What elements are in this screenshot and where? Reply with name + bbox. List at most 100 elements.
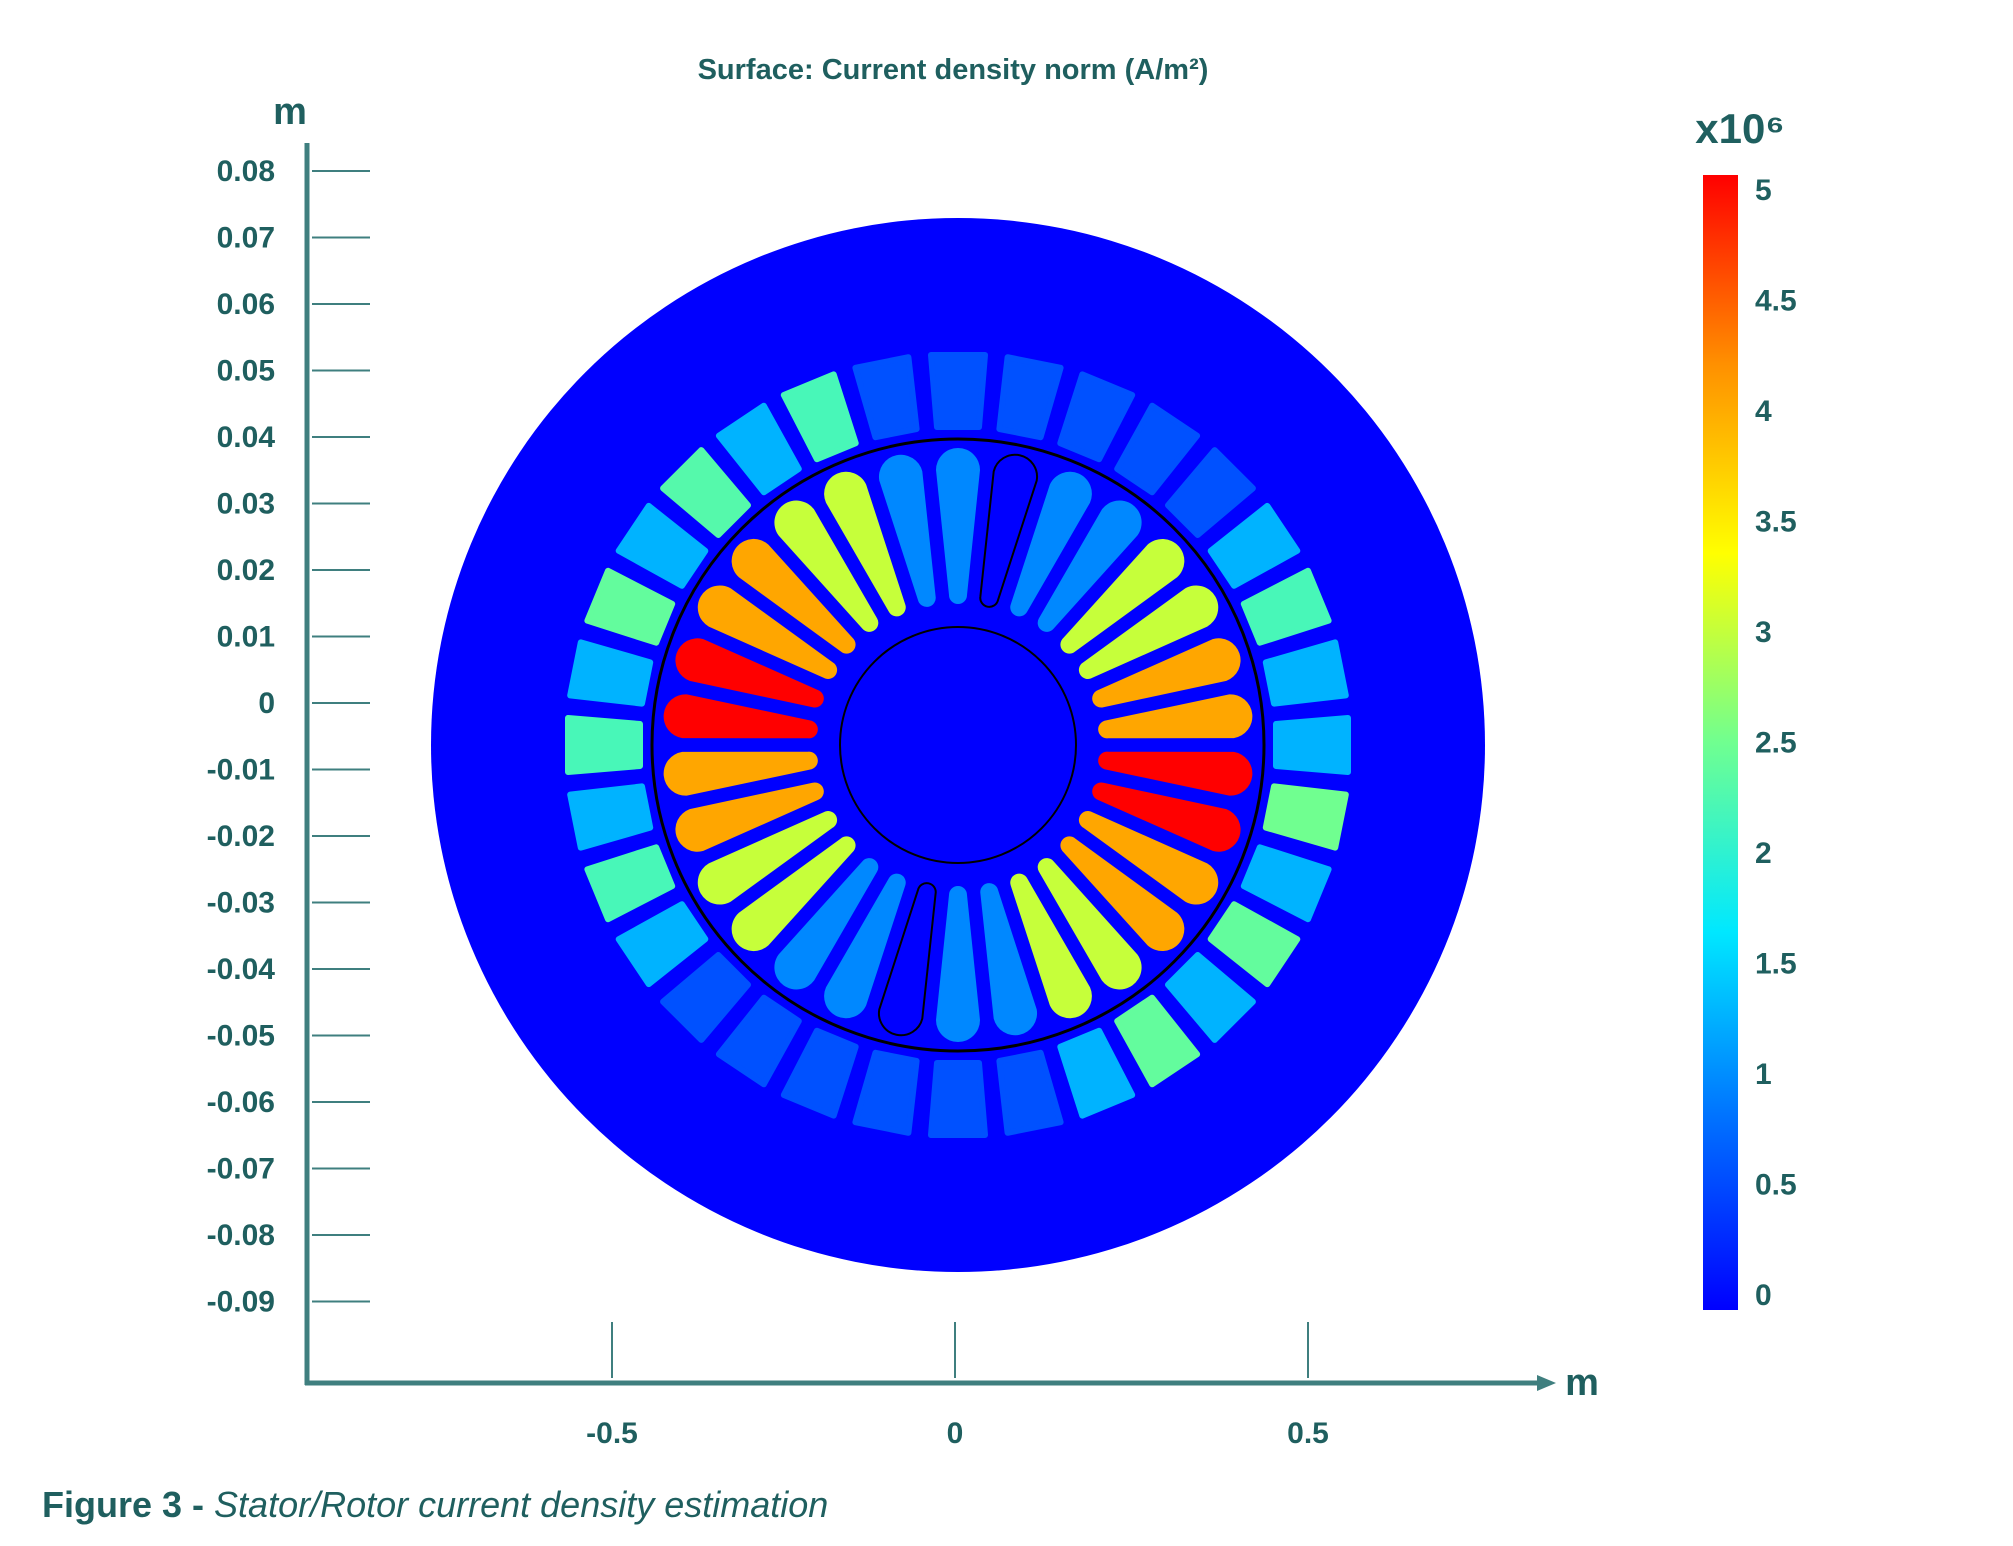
rotor-slot: [824, 873, 906, 1019]
stator-slot: [1262, 639, 1349, 707]
colorbar-tick-label: 3.5: [1755, 506, 1797, 539]
colorbar-tick-label: 1: [1755, 1058, 1772, 1091]
stator-slot: [715, 994, 802, 1088]
y-tick-label: -0.08: [207, 1219, 275, 1252]
colorbar-tick-label: 5: [1755, 174, 1772, 207]
colorbar-tick-label: 3: [1755, 616, 1772, 649]
motor-cross-section: [431, 218, 1485, 1272]
shaft-boundary: [839, 626, 1077, 864]
rotor-slot: [675, 782, 824, 852]
rotor-slot: [1060, 836, 1185, 952]
rotor-slot: [697, 811, 838, 905]
y-tick-label: 0.04: [217, 421, 276, 454]
colorbar-tick-label: 2: [1755, 837, 1772, 870]
rotor-slot: [663, 751, 818, 796]
y-tick-label: -0.01: [207, 754, 275, 787]
rotor-slot: [1078, 810, 1219, 905]
stator-slot: [1114, 994, 1201, 1088]
stator-slot: [1165, 447, 1256, 538]
rotor-slots: [663, 448, 1253, 1042]
caption-label: Figure 3 -: [42, 1484, 215, 1525]
y-tick-label: 0: [258, 687, 275, 720]
rotor-slot: [697, 585, 838, 679]
rotor-slot: [731, 538, 856, 654]
stator-slot: [584, 844, 676, 923]
stator-slot: [660, 447, 751, 538]
y-tick-label: -0.02: [207, 820, 275, 853]
figure-caption: Figure 3 - Stator/Rotor current density …: [42, 1484, 828, 1526]
rotor-slot: [1060, 538, 1185, 654]
stator-slot: [615, 901, 709, 988]
rotor-slot: [878, 454, 936, 607]
stator-slot: [928, 1060, 988, 1138]
stator-slot: [1273, 715, 1351, 775]
stator-slot: [996, 354, 1064, 441]
stator-slot: [1057, 1027, 1136, 1119]
x-tick-label: -0.5: [586, 1417, 638, 1450]
caption-text: Stator/Rotor current density estimation: [214, 1484, 829, 1525]
stator-slot: [567, 639, 654, 707]
y-tick-label: 0.07: [217, 222, 275, 255]
colorbar-tick-label: 1.5: [1755, 948, 1797, 981]
y-tick-label: 0.06: [217, 288, 275, 321]
stator-slot: [996, 1049, 1064, 1136]
colorbar-tick-label: 0.5: [1755, 1169, 1797, 1202]
y-tick-label: 0.03: [217, 488, 275, 521]
stator-slot: [852, 354, 920, 441]
rotor-slot: [774, 858, 879, 990]
stator-slot: [584, 567, 676, 646]
stator-slot: [1207, 502, 1301, 589]
y-tick-label: -0.03: [207, 887, 275, 920]
stator-slot: [928, 352, 988, 430]
colorbar-multiplier: x10⁶: [1695, 105, 1784, 152]
colorbar-tick-label: 4: [1755, 395, 1772, 428]
rotor-slot: [824, 471, 906, 617]
chart-title: Surface: Current density norm (A/m²): [698, 54, 1209, 86]
rotor-slot: [1078, 585, 1219, 680]
x-ticks: -0.5 0 0.5: [586, 1322, 1329, 1450]
y-tick-label: -0.09: [207, 1286, 275, 1319]
colorbar-ticks: 5 4.5 4 3.5 3 2.5 2 1.5 1 0.5 0: [1755, 174, 1797, 1312]
x-unit-label: m: [1565, 1362, 1599, 1404]
stator-slot: [1114, 402, 1201, 496]
y-tick-label: 0.05: [217, 355, 275, 388]
y-unit-label: m: [273, 91, 307, 133]
rotor-slot: [1037, 858, 1142, 990]
colorbar-tick-label: 0: [1755, 1279, 1772, 1312]
rotor-slot: [877, 882, 937, 1037]
rotor-slot: [936, 448, 980, 604]
stator-slot: [715, 402, 802, 496]
y-tick-label: -0.05: [207, 1020, 275, 1053]
rotor-slot: [1098, 751, 1253, 796]
rotor-slot: [936, 886, 980, 1042]
rotor-slot: [1092, 638, 1241, 708]
y-tick-label: -0.04: [207, 953, 276, 986]
stator-slot: [615, 502, 709, 589]
rotor-slot: [979, 453, 1039, 608]
x-tick-label: 0.5: [1287, 1417, 1329, 1450]
rotor-slot: [1010, 873, 1092, 1019]
stator-slot: [567, 783, 654, 851]
rotor-slot: [1098, 694, 1253, 739]
y-tick-label: 0.02: [217, 554, 275, 587]
colorbar-tick-label: 4.5: [1755, 285, 1797, 318]
rotor-slot: [731, 836, 856, 952]
x-tick-label: 0: [947, 1417, 964, 1450]
rotor-slot: [774, 500, 879, 632]
stator-slot: [780, 371, 859, 463]
y-ticks: 0.08 0.07 0.06 0.05 0.04 0.03 0.02 0.01 0 -0.01 -0…: [207, 155, 370, 1319]
rotor-slot: [663, 694, 818, 739]
stator-slot: [852, 1049, 920, 1136]
stator-slot: [1165, 952, 1256, 1043]
stator-slot: [780, 1027, 859, 1119]
y-tick-label: 0.01: [217, 621, 275, 654]
stator-slot: [1240, 844, 1332, 923]
stator-slot: [660, 952, 751, 1043]
rotor-slot: [1037, 500, 1142, 632]
rotor-slot: [980, 883, 1038, 1036]
y-tick-label: 0.08: [217, 155, 275, 188]
rotor-slot: [1010, 471, 1092, 617]
colorbar-tick-label: 2.5: [1755, 727, 1797, 760]
stator-slot: [1057, 371, 1136, 463]
